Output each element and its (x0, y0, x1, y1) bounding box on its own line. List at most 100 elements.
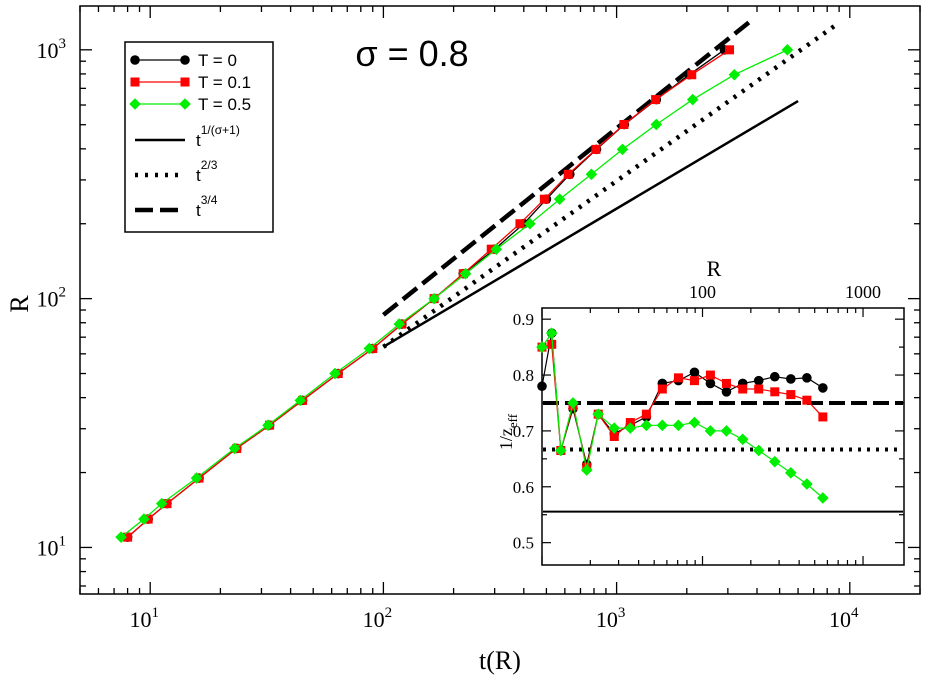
inset-data-point (801, 478, 813, 490)
legend-label-base: t (196, 131, 201, 150)
x-tick-label-base: 10 (129, 607, 151, 632)
data-point (228, 442, 241, 455)
inset-data-point (641, 409, 651, 419)
y-tick-label-exponent: 1 (59, 533, 67, 549)
data-point (363, 342, 376, 355)
inset-data-point (672, 419, 685, 432)
data-point (619, 120, 629, 130)
legend-box (124, 41, 274, 233)
data-point (591, 144, 601, 154)
legend-marker-left (130, 77, 140, 87)
data-point (553, 193, 566, 205)
y-tick-label-exponent: 2 (59, 285, 67, 301)
series-2 (115, 44, 794, 543)
inset-plot: 100 1000 0.5 0.6 0.7 0.8 0.9 R 1/zeff (496, 256, 905, 566)
inset-data-point (536, 341, 548, 353)
data-point (115, 531, 127, 543)
legend-label: T = 0 (198, 51, 237, 70)
inset-data-point (673, 373, 683, 383)
inset-data-point (736, 433, 749, 446)
inset-y-tick-label: 0.7 (513, 422, 535, 441)
inset-ticks (541, 308, 904, 565)
x-tick-label-base: 10 (829, 607, 851, 632)
x-tick-label-base: 10 (596, 607, 618, 632)
reference-line-solid (382, 99, 799, 348)
inset-x-axis-title: R (707, 256, 722, 281)
inset-y-axis-title-base: 1/z (496, 428, 516, 450)
legend-label-base: t (196, 201, 201, 220)
inset-y-tick-label: 0.8 (513, 366, 534, 385)
x-tick-label-base: 10 (363, 607, 385, 632)
data-point (459, 267, 472, 280)
data-point (585, 168, 598, 181)
inset-data-point (817, 492, 829, 504)
data-point (490, 243, 503, 256)
data-point (329, 367, 341, 380)
inset-data-point (656, 419, 669, 432)
x-tick-label: 101 (129, 605, 159, 632)
y-tick-label-base: 10 (37, 287, 59, 312)
y-tick-label-base: 10 (37, 38, 59, 63)
data-point (616, 143, 629, 156)
data-point (539, 194, 549, 204)
data-point (524, 217, 536, 230)
legend-label: t2/3 (196, 158, 218, 185)
data-point (686, 93, 699, 106)
main-series (115, 44, 794, 543)
data-point (428, 292, 440, 305)
inset-data-point (752, 444, 765, 457)
inset-data-point (769, 371, 780, 382)
inset-data-point (689, 367, 700, 378)
inset-data-point (545, 327, 558, 339)
data-point (190, 472, 203, 484)
inset-frame (541, 307, 905, 566)
legend-label: T = 0.5 (198, 95, 251, 114)
inset-y-tick-label: 0.9 (513, 310, 534, 329)
x-tick-label: 104 (829, 605, 859, 632)
inset-data-point (818, 383, 828, 393)
inset-data-point (786, 390, 796, 400)
data-point (563, 169, 573, 179)
data-point (781, 44, 794, 56)
data-point (725, 45, 735, 55)
x-tick-label-exponent: 4 (851, 605, 859, 621)
inset-data-point (753, 375, 764, 386)
inset-data-point (720, 425, 733, 437)
y-tick-label: 101 (37, 533, 67, 560)
y-axis-title: R (5, 295, 34, 313)
main-plot-frame (79, 5, 921, 595)
inset-data-point (754, 384, 764, 394)
legend: T = 0T = 0.1T = 0.5t1/(σ+1)t2/3t3/4 (124, 41, 274, 233)
x-tick-label: 102 (363, 605, 393, 632)
inset-data-point (624, 422, 637, 434)
inset-y-tick-label: 0.5 (513, 534, 534, 553)
data-point (650, 118, 663, 131)
inset-data-point (608, 422, 621, 434)
inset-data-point (537, 381, 547, 392)
inset-y-tick-label: 0.6 (513, 478, 534, 497)
x-tick-label-exponent: 2 (385, 605, 393, 621)
inset-x-tick-label: 100 (689, 282, 716, 302)
inset-data-point (580, 464, 593, 476)
x-tick-label-exponent: 1 (151, 605, 159, 621)
inset-data-point (818, 412, 828, 422)
inset-data-point (555, 444, 567, 457)
inset-tick-labels: 100 1000 0.5 0.6 0.7 0.8 0.9 (513, 282, 881, 553)
inset-data-point (721, 387, 732, 397)
y-tick-label-base: 10 (37, 535, 59, 560)
inset-data-point (640, 419, 653, 432)
inset-data-point (689, 376, 699, 386)
inset-data-point (567, 397, 579, 409)
inset-data-point (547, 339, 557, 349)
inset-data-point (802, 395, 812, 405)
inset-data-point (770, 387, 780, 397)
y-tick-label-exponent: 3 (59, 36, 67, 52)
data-point (515, 219, 525, 229)
legend-label: t3/4 (196, 193, 218, 220)
legend-label-exponent: 3/4 (201, 193, 218, 207)
legend-entries: T = 0T = 0.1T = 0.5t1/(σ+1)t2/3t3/4 (129, 51, 251, 220)
inset-x-tick-label: 1000 (845, 282, 881, 302)
legend-label-exponent: 2/3 (201, 158, 218, 172)
